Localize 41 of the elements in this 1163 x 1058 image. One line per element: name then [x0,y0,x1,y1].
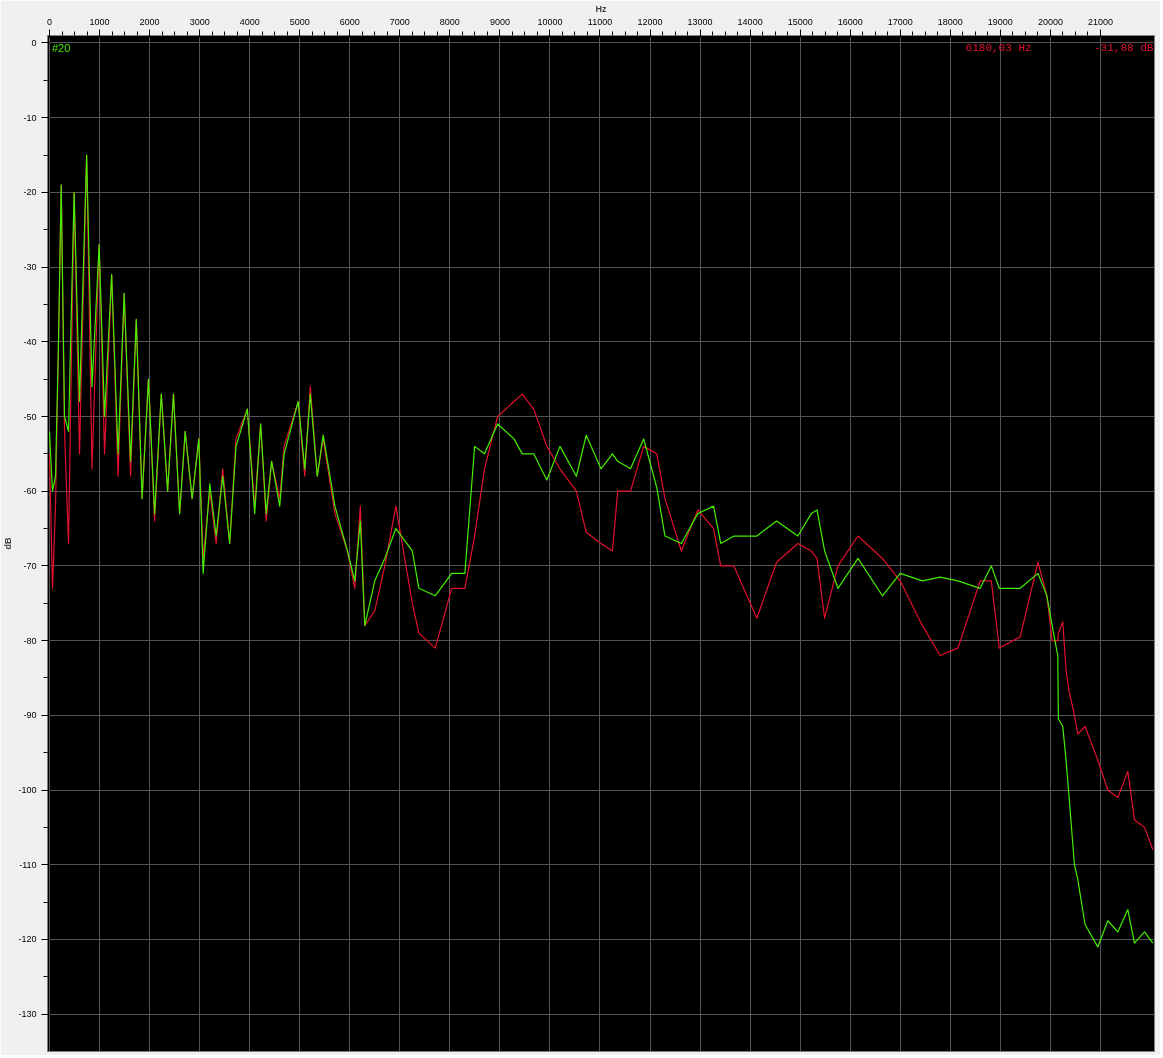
x-tick-label: 11000 [587,16,613,27]
y-tick-label: -50 [23,411,37,422]
y-tick-label: -20 [23,187,37,198]
x-tick-label: 14000 [737,16,763,27]
y-tick-label: -110 [19,859,37,870]
x-tick-label: 3000 [189,16,210,27]
x-tick-label: 19000 [987,16,1013,27]
y-tick-label: -80 [23,635,37,646]
x-tick-label: 12000 [637,16,663,27]
x-tick-label: 8000 [439,16,460,27]
x-tick-label: 7000 [389,16,410,27]
x-tick-label: 21000 [1087,16,1113,27]
x-tick-label: 20000 [1037,16,1063,27]
annotation: 6180,03 Hz [965,41,1032,54]
y-tick-label: -100 [18,785,37,796]
x-tick-label: 9000 [489,16,510,27]
y-tick-label: -60 [23,486,37,497]
x-tick-label: 0 [47,16,53,27]
y-tick-label: -30 [23,262,37,273]
y-tick-label: -130 [18,1009,37,1020]
x-tick-label: 2000 [139,16,160,27]
x-tick-label: 6000 [339,16,360,27]
x-tick-label: 17000 [887,16,913,27]
x-tick-label: 13000 [687,16,713,27]
y-tick-label: 0 [31,37,37,48]
x-tick-label: 5000 [289,16,310,27]
annotation: -31,88 dB [1093,41,1154,54]
x-tick-label: 1000 [89,16,110,27]
y-tick-label: -120 [18,934,37,945]
x-tick-label: 10000 [537,16,563,27]
x-tick-label: 16000 [837,16,863,27]
x-tick-label: 4000 [239,16,260,27]
y-tick-label: -40 [23,336,37,347]
y-axis-title: dB [3,537,14,550]
y-tick-label: -70 [23,560,37,571]
x-tick-label: 18000 [937,16,963,27]
y-tick-label: -10 [23,112,37,123]
x-tick-label: 15000 [787,16,813,27]
y-tick-label: -90 [23,710,37,721]
x-axis-title: Hz [595,3,607,14]
annotation: #20 [51,41,71,54]
